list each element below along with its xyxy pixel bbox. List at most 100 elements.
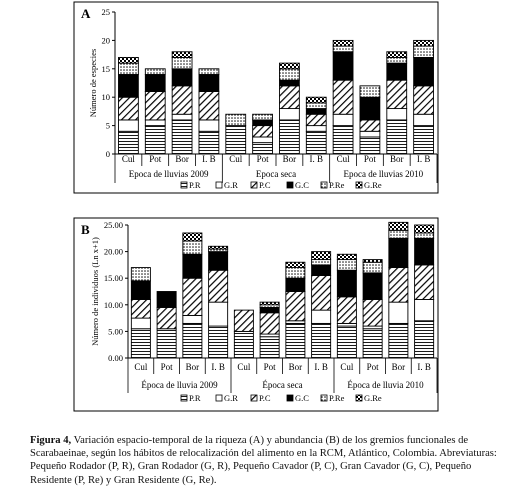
bar-segment-p-re [118,62,139,75]
x-category-label: Pot [149,154,162,164]
bar-segment-g-c [336,269,357,298]
bar-segment-p-c [182,277,203,316]
y-axis-title: Número de especies [88,49,98,117]
bar-segment-p-c [359,119,381,132]
bar-segment-g-c [359,96,381,121]
figure-caption: Figura 4, Variación espacio-temporal de … [30,434,510,487]
y-tick-label: 20.00 [104,247,123,257]
bar-segment-g-r [252,136,273,144]
bar-segment-g-c [305,108,327,115]
x-category-label: Cul [134,362,148,372]
legend-swatch [180,394,188,402]
legend-swatch [355,394,363,402]
bar-segment-p-re [414,232,435,239]
bar-segment-g-re [414,224,435,234]
bar-segment-g-c [332,51,354,81]
legend-swatch [320,181,328,189]
legend-swatch [180,181,188,189]
bar-segment-p-r [332,125,354,155]
legend-label: P.C [259,393,271,403]
y-tick-label: 25 [102,7,111,17]
bar-segment-p-re [198,68,220,75]
legend-label: G.C [295,180,309,190]
bar-segment-p-re [182,240,203,255]
bar-segment-g-c [208,251,229,271]
bar-segment-p-re [305,102,327,110]
bar-segment-p-c [208,269,229,303]
bar-segment-g-r [130,317,151,330]
bar-segment-g-c [386,62,408,81]
bar-segment-p-r [171,119,193,155]
legend-label: P.R [189,180,201,190]
x-category-label: Bor [283,154,297,164]
x-category-label: Pot [364,154,377,164]
legend-swatch [320,394,328,402]
legend-swatch [215,181,223,189]
x-category-label: Cul [337,154,351,164]
bar-segment-p-c [171,85,193,115]
bar-segment-p-c [130,299,151,319]
bar-segment-p-r [305,130,327,155]
bar-segment-p-r [208,325,229,359]
bar-segment-g-c [285,277,306,292]
bar-segment-p-re [279,68,300,81]
bar-segment-p-c [388,267,409,303]
bar-segment-g-r [118,119,139,132]
bar-segment-p-c [198,91,220,121]
bar-segment-g-r [388,301,409,324]
x-category-label: Bor [175,154,189,164]
x-group-label: Epoca de lluvias 2010 [343,169,423,179]
bar-segment-g-c [252,119,273,127]
x-category-label: I. B [202,154,216,164]
bar-segment-p-c [252,125,273,138]
x-category-label: I. B [211,362,225,372]
bar-segment-p-re [386,56,408,64]
x-category-label: Bor [289,362,303,372]
caption-text: Variación espacio-temporal de la riqueza… [30,435,497,486]
bar-segment-p-re [336,259,357,271]
bar-segment-p-r [259,336,280,359]
bar-segment-g-c [182,253,203,279]
bar-segment-p-re [413,45,434,58]
legend-label: P.R [189,393,201,403]
bar-segment-g-c [130,280,151,300]
bar-segment-g-re [362,259,383,263]
bar-segment-g-c [279,79,300,87]
y-tick-label: 5.00 [108,326,123,336]
y-tick-label: 10.00 [104,300,123,310]
y-tick-label: 15 [102,64,111,74]
x-category-label: Bor [390,154,404,164]
x-category-label: Cul [237,362,251,372]
x-category-label: Pot [367,362,380,372]
bar-segment-g-r [332,113,354,127]
x-group-label: Época seca [262,380,302,390]
bar-segment-g-c [198,74,220,92]
bar-segment-p-c [362,299,383,327]
bar-segment-p-c [279,85,300,110]
y-axis-title: Número de individuos (Ln x+1) [90,237,100,346]
bar-segment-g-re [413,39,434,47]
bar-segment-g-r [305,125,327,132]
bar-segment-p-re [359,85,381,98]
bar-segment-g-re [285,261,306,269]
bar-segment-g-re [171,51,193,58]
bar-segment-p-c [414,264,435,300]
x-group-label: Época de lluvia 2009 [141,380,218,390]
bar-segment-p-r [413,125,434,155]
bar-segment-p-re [171,56,193,70]
bar-segment-p-r [198,130,220,155]
x-category-label: I. B [417,362,431,372]
bar-segment-p-r [233,330,254,359]
bar-segment-p-re [285,267,306,279]
bar-segment-p-c [332,79,354,115]
bar-segment-g-r [198,119,220,132]
legend-swatch [250,181,258,189]
bar-segment-p-r [311,322,332,359]
bar-segment-p-r [386,119,408,155]
bar-segment-g-c [259,307,280,314]
bar-segment-g-re [332,39,354,47]
bar-segment-p-r [414,320,435,359]
legend-label: G.R [224,180,238,190]
legend-label: P.C [259,180,271,190]
bar-segment-g-r [414,299,435,322]
